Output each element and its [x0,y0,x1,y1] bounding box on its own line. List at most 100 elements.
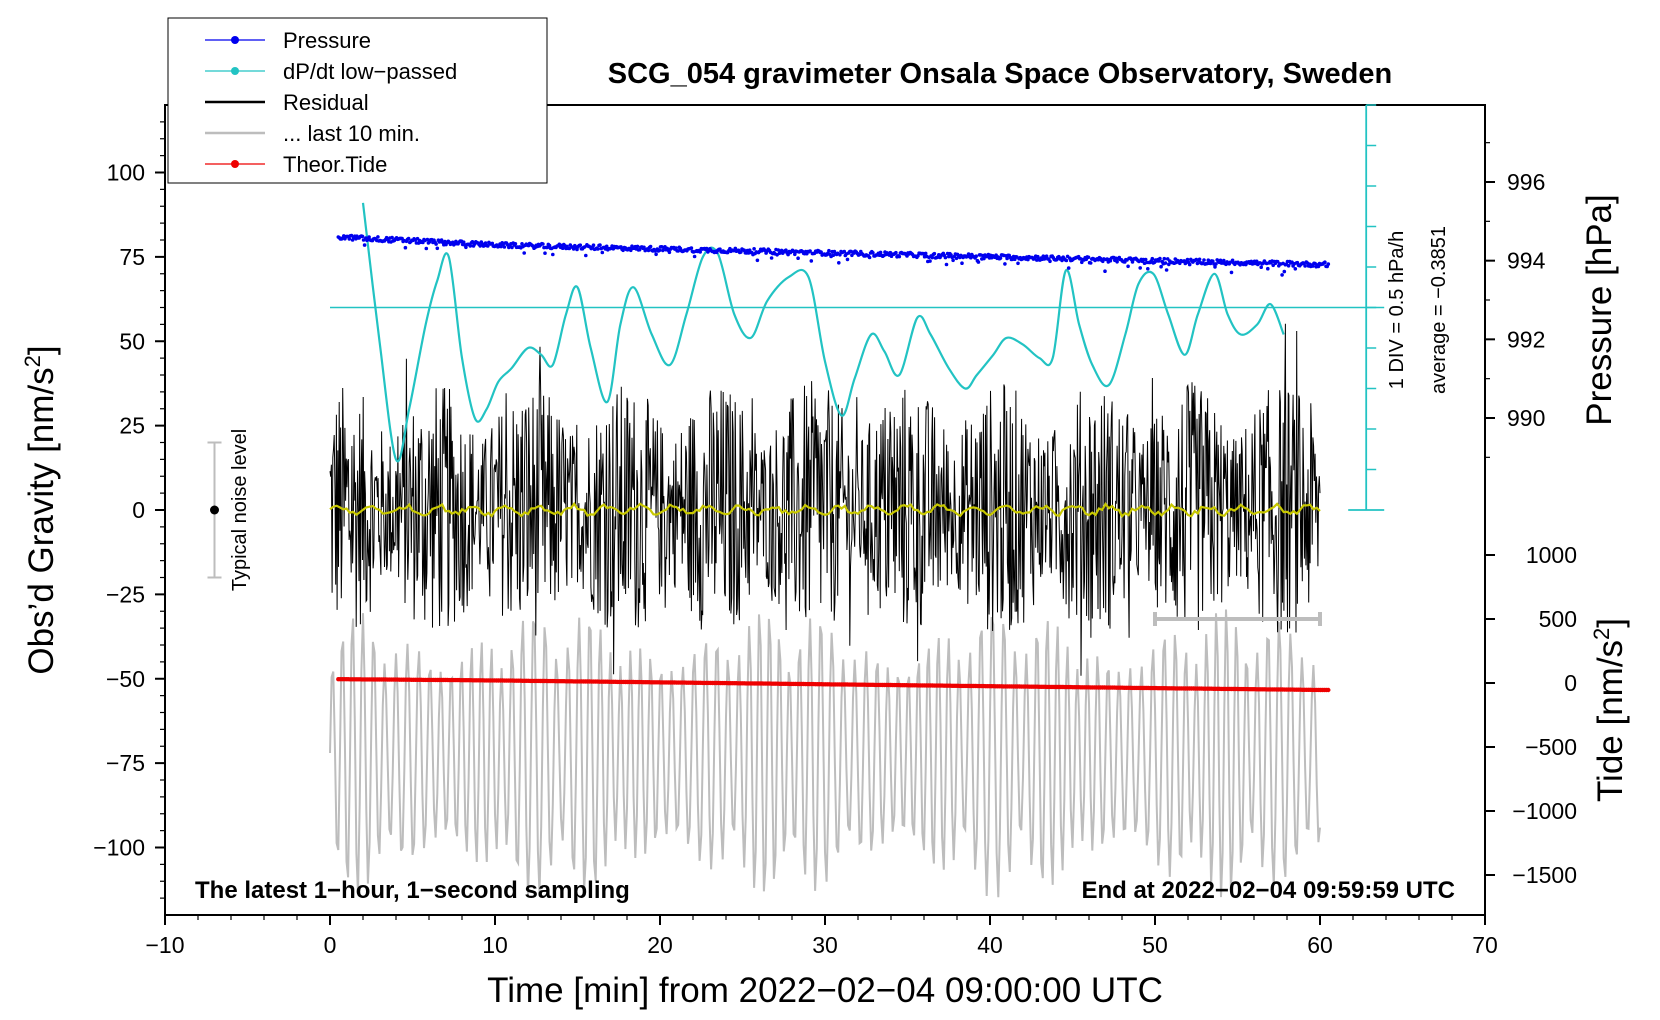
pressure-point [520,242,524,246]
pressure-point [674,246,678,250]
pressure-point [661,248,665,253]
legend-label: Theor.Tide [283,152,387,177]
pressure-point [551,252,555,257]
pressure-point [1195,261,1200,266]
pressure-point [1086,255,1091,260]
legend-label: ... last 10 min. [283,121,420,146]
y-tick-label: −50 [106,666,145,692]
tide-tick-label: 500 [1539,606,1577,632]
legend-label: Residual [283,90,369,115]
residual-line [329,323,1321,676]
pressure-tick-label: 992 [1507,326,1545,352]
pressure-point [704,246,709,251]
pressure-point [1185,257,1190,262]
pressure-point [976,260,981,264]
pressure-point [842,249,847,254]
pressure-point [827,248,831,253]
y-axis-label-end: ] [22,345,61,355]
pressure-point [944,262,949,267]
tide-axis-label-main: Tide [nm/s [1591,640,1630,802]
pressure-point [621,248,625,253]
footer-right-label: End at 2022−02−04 09:59:59 UTC [1081,877,1455,904]
y-tick-label: 25 [119,413,145,439]
pressure-point [850,253,854,258]
pressure-point [1206,258,1211,263]
legend-label: dP/dt low−passed [283,59,457,84]
pressure-point [604,244,609,249]
dpdt-series [361,202,1285,463]
pressure-point [434,242,438,246]
pressure-point [867,255,872,260]
pressure-point [1108,259,1113,263]
pressure-tick-label: 996 [1507,169,1545,195]
x-tick-label: 30 [812,932,838,958]
pressure-point [776,248,781,252]
residual-smoothed-line [329,501,1321,518]
pressure-point [1326,262,1331,266]
pressure-point [954,256,959,261]
last-10-min-series [329,609,1321,898]
x-tick-label: 70 [1472,932,1498,958]
pressure-point [1044,254,1049,258]
pressure-point [1230,258,1235,263]
legend-label: Pressure [283,28,371,53]
y-tick-label: 0 [132,497,145,523]
legend-swatch-dot [231,36,239,44]
y-tick-label: 75 [119,244,145,270]
pressure-point [600,250,605,255]
pressure-point [1259,265,1263,270]
pressure-point [654,252,658,257]
pressure-point [966,252,971,256]
pressure-point [1214,262,1218,266]
pressure-point [490,241,495,246]
pressure-point [878,250,883,255]
pressure-point [943,255,948,260]
noise-level-label: Typical noise level [229,429,251,591]
x-tick-label: 40 [977,932,1003,958]
pressure-point [1150,256,1155,261]
pressure-point [1016,261,1020,266]
pressure-point [838,253,842,257]
pressure-point [1282,269,1287,274]
pressure-point [376,235,380,239]
pressure-point [1130,260,1135,264]
tide-tick-label: −1500 [1512,862,1577,888]
x-tick-label: −10 [145,932,184,958]
pressure-point [793,252,797,257]
pressure-point [837,261,841,265]
pressure-point [502,245,507,249]
pressure-point [541,242,545,246]
pressure-point [769,256,774,260]
pressure-point [1213,265,1217,269]
tide-axis-label-end: ] [1591,618,1630,628]
pressure-point [513,242,518,246]
pressure-point [435,246,440,251]
pressure-point [598,243,602,247]
pressure-point [648,244,653,249]
pressure-point [1293,267,1298,271]
pressure-point [1266,266,1270,271]
pressure-point [657,248,662,253]
pressure-point [784,248,788,252]
pressure-point [1280,273,1284,277]
pressure-point [998,256,1003,260]
tide-axis-label-sup: 2 [1589,628,1614,640]
x-tick-label: 20 [647,932,673,958]
scale-bar-average: average = −0.3851 [1428,226,1450,394]
pressure-point [1003,262,1007,266]
scale-bar-label: 1 DIV = 0.5 hPa/h [1386,231,1408,389]
pressure-point [522,251,526,255]
legend-box [167,17,548,184]
pressure-point [1159,264,1163,269]
pressure-point [1163,261,1168,265]
pressure-point [424,246,429,251]
y-axis-label: Obs’d Gravity [nm/s2] [20,345,61,674]
pressure-point [367,235,371,239]
pressure-point [1137,259,1141,264]
y-axis-label-main: Obs’d Gravity [nm/s [22,367,61,674]
pressure-point [845,257,850,262]
pressure-point [739,250,743,254]
x-tick-label: 60 [1307,932,1333,958]
residual-smoothed-series [329,501,1321,518]
pressure-point [1187,262,1192,267]
